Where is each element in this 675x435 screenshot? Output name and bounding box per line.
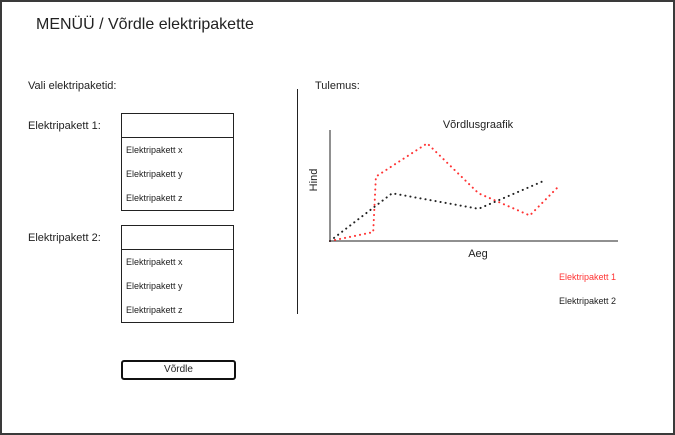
legend-series-2: Elektripakett 2 <box>559 296 616 306</box>
package2-dropdown[interactable]: Elektripakett x Elektripakett y Elektrip… <box>121 225 234 323</box>
legend-series-1: Elektripakett 1 <box>559 272 616 282</box>
package2-option-x[interactable]: Elektripakett x <box>126 257 183 267</box>
package2-label: Elektripakett 2: <box>28 232 101 244</box>
select-packages-label: Vali elektripaketid: <box>28 80 117 92</box>
package1-dropdown[interactable]: Elektripakett x Elektripakett y Elektrip… <box>121 113 234 211</box>
package1-option-z[interactable]: Elektripakett z <box>126 193 183 203</box>
compare-button[interactable]: Võrdle <box>121 360 236 380</box>
x-axis-label: Aeg <box>468 248 488 260</box>
package1-select-field[interactable] <box>122 114 233 138</box>
series-line-2 <box>329 178 547 242</box>
result-label: Tulemus: <box>315 80 360 92</box>
section-divider <box>297 89 298 314</box>
series-line-1 <box>329 142 561 242</box>
y-axis-label: Hind <box>308 169 320 192</box>
page-title: MENÜÜ / Võrdle elektripakette <box>36 16 254 33</box>
package1-label: Elektripakett 1: <box>28 120 101 132</box>
chart-title: Võrdlusgraafik <box>443 119 514 131</box>
comparison-chart: Võrdlusgraafik Aeg Hind Elektripakett 1 … <box>308 119 618 306</box>
package2-select-field[interactable] <box>122 226 233 250</box>
package2-option-y[interactable]: Elektripakett y <box>126 281 183 291</box>
package1-option-y[interactable]: Elektripakett y <box>126 169 183 179</box>
package1-option-x[interactable]: Elektripakett x <box>126 145 183 155</box>
package2-option-z[interactable]: Elektripakett z <box>126 305 183 315</box>
